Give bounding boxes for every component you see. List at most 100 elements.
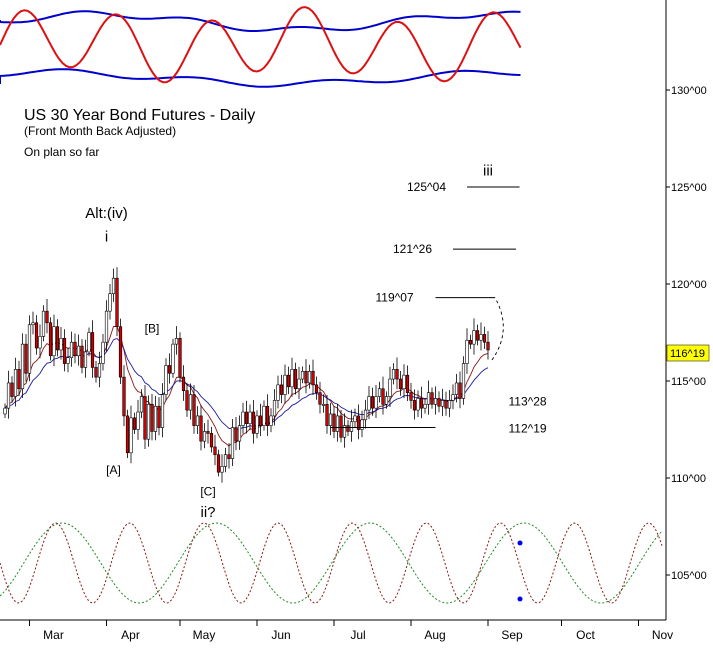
candle (444, 391, 448, 416)
chart-subtitle: (Front Month Back Adjusted) (24, 124, 176, 138)
candle (258, 403, 263, 437)
candle (24, 334, 28, 382)
candles (3, 267, 490, 483)
candle (129, 405, 133, 464)
candle (395, 357, 399, 390)
candle (153, 395, 158, 441)
projection-path (491, 297, 504, 361)
price-axis: 130^00 125^00 120^00 115^00 110^00 105^00 (666, 85, 707, 582)
candle (69, 331, 74, 367)
candle (430, 387, 434, 409)
candle (297, 366, 301, 400)
candle (17, 360, 21, 396)
candle (374, 385, 378, 419)
candle (34, 315, 39, 355)
candle (108, 283, 112, 320)
candle (307, 364, 312, 389)
candle (412, 389, 417, 420)
cycle-waves (0, 522, 663, 604)
candle (157, 397, 161, 436)
candle (304, 359, 308, 394)
candle (216, 449, 221, 477)
candle (248, 404, 252, 431)
candle (48, 317, 53, 361)
candle (59, 326, 63, 360)
candle (325, 394, 329, 434)
candle (381, 376, 385, 415)
candle (241, 402, 245, 434)
candle (398, 370, 403, 396)
candle (440, 388, 445, 417)
candle (6, 370, 11, 419)
candle (143, 385, 147, 450)
x-tick-label: Jun (271, 628, 290, 642)
candle (139, 389, 144, 419)
candle (342, 413, 347, 448)
y-tick-label: 105^00 (671, 570, 707, 582)
candle (451, 384, 455, 410)
candle (73, 333, 77, 364)
candle (160, 383, 165, 438)
wave-label: i (105, 228, 108, 245)
candle (367, 386, 371, 420)
candle (104, 300, 109, 352)
candle (314, 376, 319, 400)
y-tick-label: 130^00 (671, 85, 707, 97)
candle (276, 375, 280, 409)
candle (234, 416, 238, 451)
candle (178, 332, 182, 383)
candle (360, 410, 364, 438)
candle (384, 391, 389, 409)
cycle-long (0, 522, 663, 604)
candle (38, 324, 42, 359)
osc-line (0, 6, 522, 84)
candle (188, 383, 193, 420)
level-label: 113^28 (509, 394, 547, 408)
candle (251, 400, 256, 444)
y-tick-label: 120^00 (671, 279, 707, 291)
candle (167, 353, 172, 384)
wave-label: iii (483, 162, 493, 179)
candle (349, 409, 354, 442)
candle (150, 393, 154, 441)
candle (192, 385, 196, 434)
chart-title: US 30 Year Bond Futures - Daily (24, 107, 255, 124)
candle (283, 364, 287, 404)
candle (220, 454, 224, 483)
candle (475, 324, 480, 346)
x-tick-label: Sep (501, 628, 523, 642)
cycle-marker (517, 540, 523, 546)
candle (76, 334, 81, 366)
cycle-marker (517, 596, 523, 602)
candle (269, 408, 273, 433)
candle (111, 268, 116, 302)
candle (97, 351, 102, 388)
candle (164, 358, 168, 401)
osc-upper-band (0, 10, 521, 32)
candle (300, 366, 305, 384)
candle (52, 314, 56, 367)
candle (335, 404, 340, 442)
candle (199, 405, 203, 451)
candle (174, 326, 179, 355)
candle (433, 386, 438, 415)
last-price-badge (666, 344, 710, 362)
candle (41, 305, 46, 342)
candle (461, 356, 466, 405)
candle (388, 366, 392, 407)
time-axis: Mar Apr May Jun Jul Aug Sep Oct Nov (29, 620, 673, 642)
candle (472, 318, 476, 355)
candle (185, 382, 189, 417)
y-tick-label: 125^00 (671, 182, 707, 194)
candle (136, 399, 140, 440)
candle (223, 447, 228, 473)
candle (195, 406, 200, 435)
candle (279, 374, 284, 404)
candle (416, 390, 420, 418)
x-tick-label: Mar (43, 628, 64, 642)
candle (101, 334, 105, 371)
candle (370, 387, 375, 416)
candle (181, 365, 186, 401)
candle (363, 399, 368, 429)
wave-annotations: Alt:(iv) i [B] [A] [C] ii? iii (85, 162, 493, 520)
